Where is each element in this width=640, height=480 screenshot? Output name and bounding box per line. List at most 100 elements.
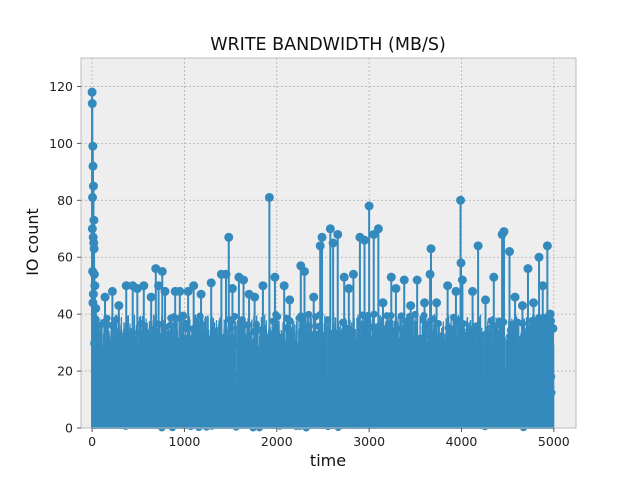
stem-marker bbox=[449, 396, 457, 404]
stem-marker bbox=[288, 329, 296, 337]
stem-marker bbox=[202, 380, 210, 388]
stem-marker bbox=[489, 272, 499, 282]
stem-marker bbox=[417, 369, 425, 377]
stem-marker bbox=[95, 329, 103, 337]
stem-marker bbox=[416, 410, 424, 418]
stem-marker bbox=[325, 224, 335, 234]
stem-marker bbox=[247, 413, 255, 421]
stem-marker bbox=[328, 388, 336, 396]
stem-marker bbox=[137, 319, 145, 328]
stem-marker bbox=[542, 241, 552, 251]
stem-marker bbox=[508, 368, 516, 376]
stem-marker bbox=[198, 396, 206, 404]
stem-marker bbox=[269, 415, 277, 423]
stem-marker bbox=[529, 393, 538, 401]
stem-marker bbox=[541, 393, 549, 401]
stem-marker bbox=[344, 368, 352, 377]
stem-marker bbox=[136, 340, 144, 348]
stem-marker bbox=[221, 269, 231, 279]
stem-marker bbox=[227, 405, 235, 413]
stem-marker bbox=[451, 407, 459, 415]
stem-marker bbox=[176, 420, 185, 428]
stem-marker bbox=[165, 394, 173, 402]
stem-marker bbox=[372, 409, 380, 418]
stem-marker bbox=[494, 332, 503, 340]
stem-marker bbox=[372, 328, 380, 336]
stem-marker bbox=[239, 275, 249, 285]
stem-marker bbox=[492, 376, 500, 384]
stem-marker bbox=[98, 369, 106, 377]
stem-marker bbox=[113, 329, 122, 338]
stem-marker bbox=[381, 397, 390, 405]
stem-marker bbox=[246, 384, 254, 393]
stem-marker bbox=[384, 408, 392, 416]
stem-marker bbox=[533, 381, 541, 389]
stem-marker bbox=[534, 252, 544, 262]
stem-marker bbox=[89, 215, 99, 225]
stem-marker bbox=[359, 322, 367, 330]
stem-marker bbox=[88, 141, 98, 151]
stem-marker bbox=[354, 421, 362, 430]
stem-marker bbox=[429, 407, 438, 415]
stem-marker bbox=[472, 322, 480, 330]
stem-marker bbox=[437, 332, 445, 340]
stem-marker bbox=[243, 321, 251, 329]
stem-marker bbox=[131, 389, 139, 397]
stem-marker bbox=[393, 369, 401, 377]
stem-marker bbox=[139, 281, 149, 291]
stem-marker bbox=[181, 319, 190, 328]
plot-frame bbox=[80, 57, 577, 429]
stem-marker bbox=[437, 409, 446, 417]
stem-marker bbox=[250, 292, 260, 302]
stem-marker bbox=[344, 386, 352, 395]
stem-marker bbox=[174, 404, 182, 412]
stem-marker bbox=[368, 400, 376, 408]
stem-marker bbox=[529, 298, 539, 308]
stem-marker bbox=[453, 368, 462, 376]
stem-marker bbox=[129, 371, 137, 379]
stem-marker bbox=[259, 334, 267, 342]
stem-marker bbox=[247, 338, 255, 347]
stem-marker bbox=[359, 383, 368, 391]
stem-marker bbox=[264, 387, 272, 395]
stem-marker bbox=[151, 329, 159, 337]
stem-marker bbox=[429, 315, 437, 323]
stem-marker bbox=[286, 415, 294, 424]
stem-marker bbox=[281, 395, 289, 403]
x-tick-label: 3000 bbox=[353, 434, 385, 449]
stem-marker bbox=[216, 398, 224, 406]
stem-marker bbox=[115, 337, 124, 345]
stem-marker bbox=[506, 338, 514, 346]
stem-marker bbox=[378, 298, 388, 308]
stem-marker bbox=[500, 318, 508, 326]
stem-marker bbox=[430, 415, 438, 423]
stem-marker bbox=[227, 318, 235, 326]
stem-marker bbox=[91, 369, 99, 377]
stem-marker bbox=[291, 340, 299, 349]
stem-marker bbox=[99, 387, 107, 396]
stem-marker bbox=[345, 410, 353, 419]
stem-marker bbox=[342, 375, 350, 383]
stem-marker bbox=[282, 369, 290, 377]
stem-marker bbox=[360, 340, 368, 349]
stem-marker bbox=[88, 192, 98, 202]
stem-marker bbox=[446, 388, 454, 396]
stem-marker bbox=[169, 368, 177, 376]
stem-marker bbox=[399, 373, 407, 381]
stem-marker bbox=[364, 311, 372, 320]
stem-marker bbox=[175, 286, 185, 296]
stem-marker bbox=[528, 420, 536, 429]
stem-marker bbox=[206, 335, 214, 344]
stem-marker bbox=[317, 400, 325, 409]
stem-marker bbox=[157, 333, 165, 341]
stem-marker bbox=[87, 99, 97, 109]
stem-marker bbox=[147, 385, 155, 393]
stem-marker bbox=[548, 372, 556, 381]
stem-marker bbox=[373, 224, 383, 234]
stem-marker bbox=[289, 370, 298, 378]
stem-marker bbox=[404, 392, 412, 401]
stem-marker bbox=[473, 241, 483, 251]
stem-marker bbox=[484, 417, 493, 425]
stem-marker bbox=[545, 309, 555, 319]
stem-marker bbox=[100, 292, 110, 302]
